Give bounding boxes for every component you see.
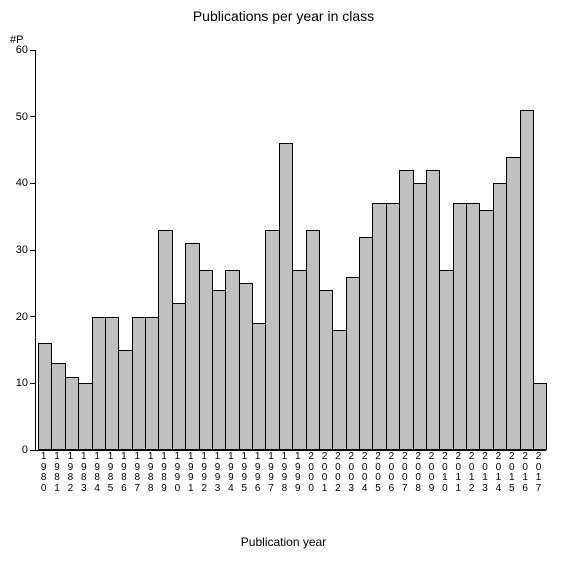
bar — [51, 363, 65, 450]
bar — [105, 317, 119, 450]
x-tick-label: 1990 — [171, 452, 184, 494]
bar — [453, 203, 467, 450]
y-tick-label: 50 — [16, 111, 28, 123]
x-tick-label: 2005 — [371, 452, 384, 494]
bar — [346, 277, 360, 450]
bar — [118, 350, 132, 450]
bar — [533, 383, 547, 450]
x-tick-label: 2017 — [532, 452, 545, 494]
bar — [413, 183, 427, 450]
y-tick-label: 0 — [22, 444, 28, 456]
x-axis-title: Publication year — [0, 535, 567, 549]
bar — [225, 270, 239, 450]
bar — [479, 210, 493, 450]
x-tick-label: 1995 — [238, 452, 251, 494]
x-tick-label: 1994 — [224, 452, 237, 494]
x-tick-label: 1983 — [77, 452, 90, 494]
bar — [252, 323, 266, 450]
x-tick-label: 1987 — [131, 452, 144, 494]
x-tick-label: 2000 — [305, 452, 318, 494]
x-tick-label: 1984 — [91, 452, 104, 494]
bar — [506, 157, 520, 450]
y-tick-label: 40 — [16, 177, 28, 189]
x-tick-label: 2004 — [358, 452, 371, 494]
x-tick-label: 1982 — [64, 452, 77, 494]
bar — [279, 143, 293, 450]
y-tick-label: 20 — [16, 311, 28, 323]
x-tick-label: 2006 — [385, 452, 398, 494]
x-tick-label: 1991 — [184, 452, 197, 494]
bar — [319, 290, 333, 450]
bar — [372, 203, 386, 450]
bar — [185, 243, 199, 450]
x-tick-label: 2008 — [412, 452, 425, 494]
x-tick-label: 2009 — [425, 452, 438, 494]
bar — [145, 317, 159, 450]
x-tick-label: 1998 — [278, 452, 291, 494]
bar — [212, 290, 226, 450]
chart-title: Publications per year in class — [0, 8, 567, 24]
x-tick-label: 2010 — [438, 452, 451, 494]
bar — [65, 377, 79, 450]
bar — [158, 230, 172, 450]
x-tick-label: 1985 — [104, 452, 117, 494]
x-labels-group: 1980198119821983198419851986198719881989… — [35, 452, 545, 494]
bar — [239, 283, 253, 450]
x-tick-label: 2011 — [452, 452, 465, 494]
bar — [78, 383, 92, 450]
y-tick-label: 60 — [16, 44, 28, 56]
bar — [332, 330, 346, 450]
x-tick-label: 2001 — [318, 452, 331, 494]
bar — [520, 110, 534, 450]
x-tick-label: 1996 — [251, 452, 264, 494]
plot-area: 0102030405060 — [35, 50, 546, 451]
bar — [92, 317, 106, 450]
bar — [359, 237, 373, 450]
x-tick-label: 2007 — [398, 452, 411, 494]
x-tick-label: 2014 — [492, 452, 505, 494]
bar — [466, 203, 480, 450]
bar — [292, 270, 306, 450]
x-tick-label: 1981 — [50, 452, 63, 494]
bar — [38, 343, 52, 450]
y-tick-label: 10 — [16, 377, 28, 389]
bar — [493, 183, 507, 450]
x-tick-label: 2012 — [465, 452, 478, 494]
x-tick-label: 1993 — [211, 452, 224, 494]
x-tick-label: 1999 — [291, 452, 304, 494]
chart-container: Publications per year in class #P 010203… — [0, 0, 567, 567]
x-tick-label: 2003 — [345, 452, 358, 494]
x-tick-label: 2015 — [505, 452, 518, 494]
x-tick-label: 1988 — [144, 452, 157, 494]
bar — [172, 303, 186, 450]
x-tick-label: 2013 — [478, 452, 491, 494]
bar — [439, 270, 453, 450]
x-tick-label: 2002 — [331, 452, 344, 494]
bar — [265, 230, 279, 450]
bar — [399, 170, 413, 450]
x-tick-label: 1986 — [117, 452, 130, 494]
x-tick-label: 1989 — [157, 452, 170, 494]
x-tick-label: 1980 — [37, 452, 50, 494]
bar — [306, 230, 320, 450]
bars-group — [36, 50, 546, 450]
x-tick-label: 2016 — [519, 452, 532, 494]
bar — [132, 317, 146, 450]
x-tick-label: 1997 — [264, 452, 277, 494]
bar — [199, 270, 213, 450]
x-tick-label: 1992 — [198, 452, 211, 494]
bar — [426, 170, 440, 450]
y-tick-label: 30 — [16, 244, 28, 256]
bar — [386, 203, 400, 450]
